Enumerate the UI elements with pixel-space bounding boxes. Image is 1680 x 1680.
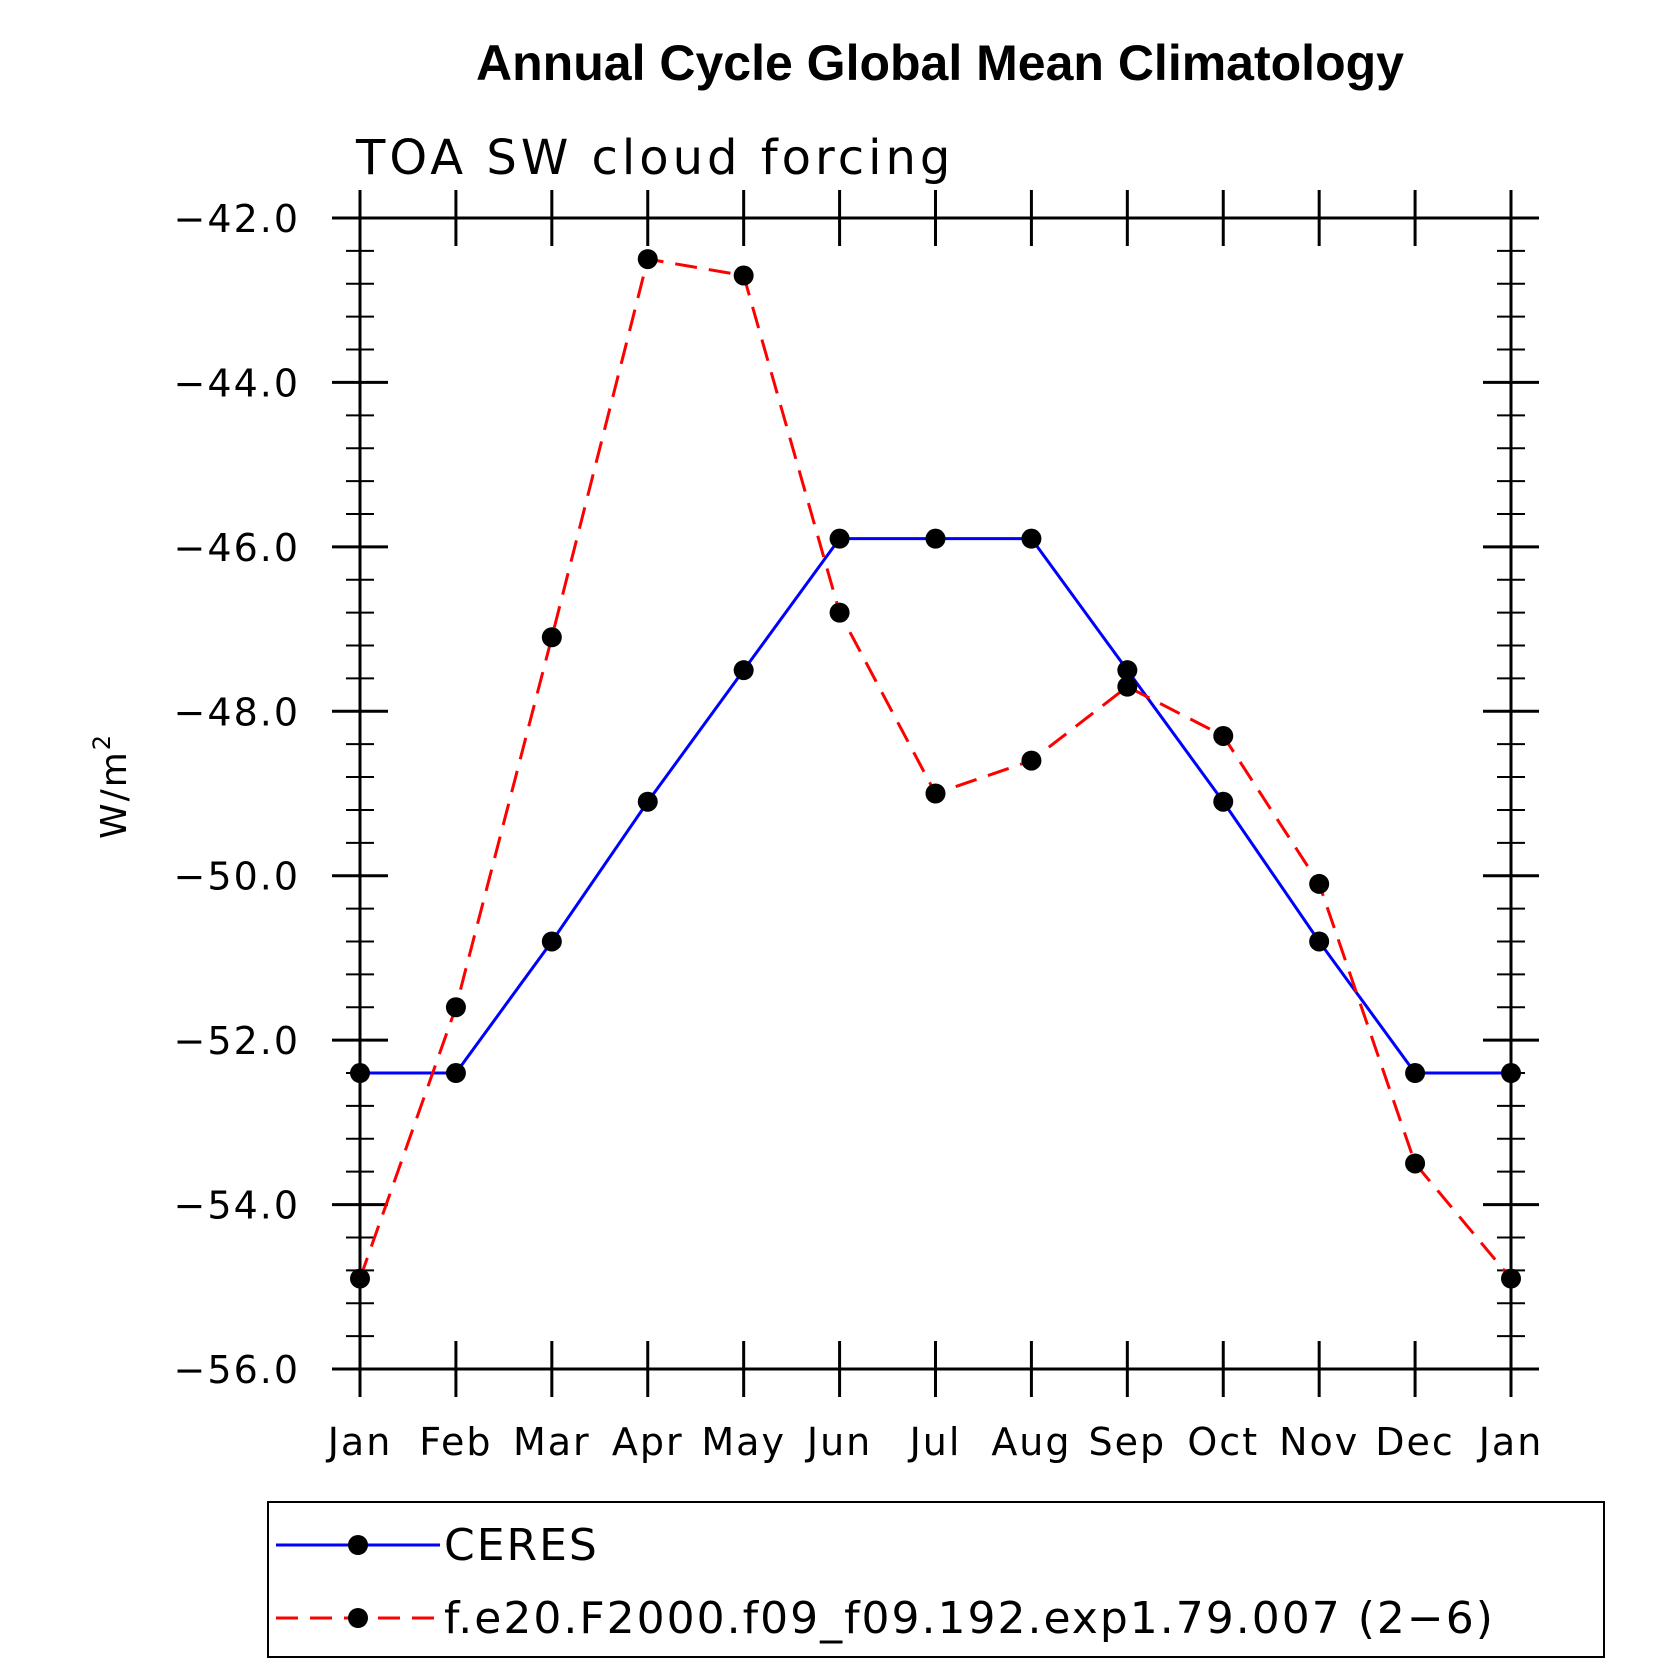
data-point-model <box>1405 1153 1426 1174</box>
y-axis-label: W/m2 <box>88 733 135 839</box>
data-point-ceres <box>829 528 850 549</box>
data-point-ceres <box>350 1063 370 1084</box>
data-point-ceres <box>1309 931 1330 952</box>
data-point-ceres <box>445 1063 466 1084</box>
data-point-ceres <box>1213 791 1234 812</box>
legend-ceres-marker <box>348 1535 368 1555</box>
chart-title: Annual Cycle Global Mean Climatology <box>476 35 1404 91</box>
data-point-ceres <box>1117 660 1138 681</box>
series-line-model <box>358 257 1513 1280</box>
data-point-ceres <box>925 528 946 549</box>
x-tick-label: Nov <box>1279 1420 1359 1464</box>
chart-subtitle: TOA SW cloud forcing <box>355 130 954 186</box>
x-tick-label: Jul <box>908 1420 962 1464</box>
x-tick-label: Aug <box>991 1420 1071 1464</box>
x-tick-label: Sep <box>1089 1420 1167 1464</box>
data-point-model <box>1117 676 1138 697</box>
data-point-ceres <box>1021 528 1042 549</box>
legend-model-marker <box>348 1608 368 1628</box>
x-tick-label: Feb <box>419 1420 492 1464</box>
data-point-model <box>445 997 466 1018</box>
legend: CERES f.e20.F2000.f09_f09.192.exp1.79.00… <box>267 1501 1605 1658</box>
y-tick-label: −44.0 <box>174 361 300 405</box>
data-point-model <box>350 1268 370 1289</box>
legend-ceres-label: CERES <box>444 1520 599 1571</box>
data-point-model <box>1501 1268 1521 1289</box>
y-tick-label: −52.0 <box>174 1019 300 1063</box>
y-tick-labels: −42.0 −44.0 −46.0 −48.0 −50.0 −52.0 −54.0 −56.0 <box>174 197 300 1392</box>
x-tick-label: Dec <box>1375 1420 1455 1464</box>
x-tick-labels: Jan Feb Mar Apr May Jun Jul Aug Sep Oct Nov Dec Jan <box>326 1420 1544 1464</box>
data-point-model <box>637 249 658 270</box>
series-line-ceres <box>360 537 1511 1075</box>
data-point-ceres <box>1405 1063 1426 1084</box>
x-tick-label: Jun <box>805 1420 872 1464</box>
data-point-ceres <box>1501 1063 1521 1084</box>
x-tick-label: Apr <box>612 1420 684 1464</box>
data-point-model <box>1021 750 1042 771</box>
data-point-ceres <box>733 660 754 681</box>
y-tick-label: −48.0 <box>174 690 300 734</box>
data-point-model <box>829 602 850 623</box>
y-tick-label: −46.0 <box>174 526 300 570</box>
series-markers <box>350 249 1521 1289</box>
x-tick-label: May <box>701 1420 786 1464</box>
series-lines <box>358 257 1513 1280</box>
data-point-model <box>1309 873 1330 894</box>
svg-text:W/m2: W/m2 <box>88 733 135 839</box>
x-tick-label: Mar <box>513 1420 591 1464</box>
x-tick-label: Jan <box>1477 1420 1544 1464</box>
data-point-ceres <box>637 791 658 812</box>
data-point-model <box>925 783 946 804</box>
legend-model-label: f.e20.F2000.f09_f09.192.exp1.79.007 (2−6… <box>444 1593 1495 1644</box>
y-tick-label: −42.0 <box>174 197 300 241</box>
legend-box <box>267 1501 1605 1658</box>
y-tick-label: −54.0 <box>174 1184 300 1228</box>
data-point-model <box>1213 725 1234 746</box>
data-point-model <box>541 627 562 648</box>
y-axis-label-superscript: 2 <box>88 733 116 750</box>
y-tick-label: −56.0 <box>174 1348 300 1392</box>
y-tick-label: −50.0 <box>174 855 300 899</box>
x-tick-label: Oct <box>1187 1420 1259 1464</box>
data-point-ceres <box>541 931 562 952</box>
y-axis-label-text: W/m <box>94 750 135 839</box>
x-tick-label: Jan <box>326 1420 393 1464</box>
data-point-model <box>733 265 754 286</box>
